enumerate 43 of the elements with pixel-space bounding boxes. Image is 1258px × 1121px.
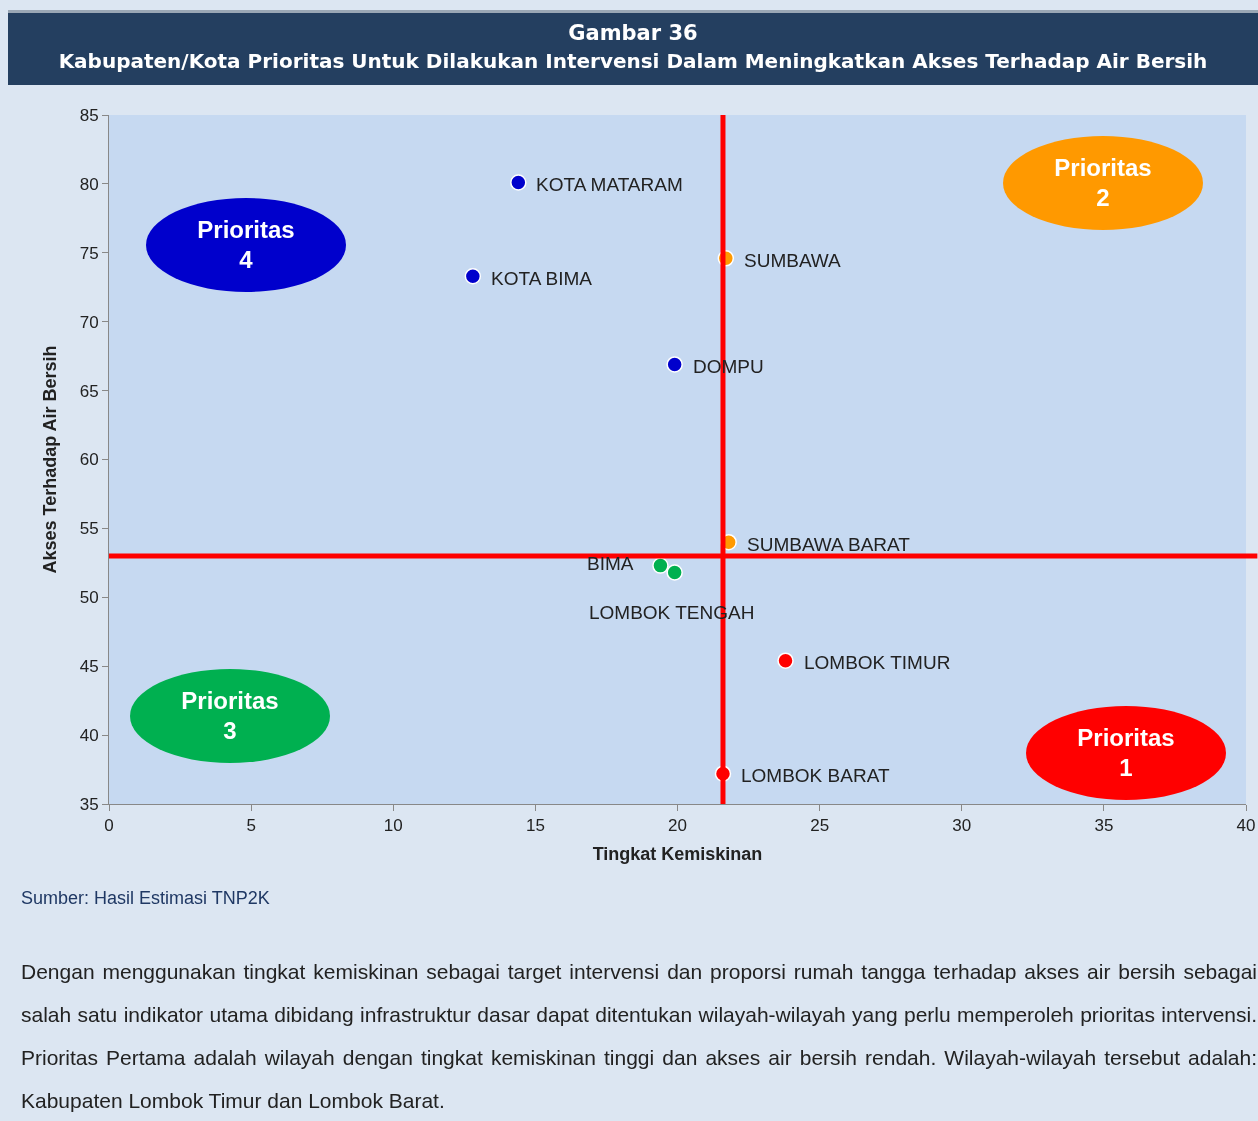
annotation: BIMA — [587, 553, 634, 574]
y-tick-label: 40 — [79, 726, 99, 746]
point — [777, 652, 794, 669]
annotation: LOMBOK TIMUR — [804, 652, 951, 673]
annotation: SUMBAWA BARAT — [747, 534, 911, 555]
x-tick-label: 40 — [1236, 816, 1256, 836]
annotation: Prioritas 2 — [1054, 153, 1152, 213]
annotation: SUMBAWA — [744, 250, 842, 271]
x-tick-label: 30 — [952, 816, 972, 836]
y-tick-label: 50 — [79, 588, 99, 608]
point — [652, 557, 669, 574]
y-tick-label: 85 — [79, 105, 99, 125]
annotation: LOMBOK BARAT — [741, 765, 890, 786]
y-tick-label: 60 — [79, 450, 99, 470]
annotation: KOTA BIMA — [491, 268, 593, 289]
point — [666, 356, 683, 373]
y-tick-label: 55 — [79, 519, 99, 539]
x-axis-title: Tingkat Kemiskinan — [592, 843, 763, 864]
y-tick-label: 65 — [79, 381, 99, 401]
point — [464, 267, 482, 285]
x-tick-label: 10 — [383, 816, 403, 836]
x-tick-label: 0 — [104, 816, 114, 836]
point — [666, 564, 683, 581]
y-tick-label: 70 — [79, 312, 99, 332]
annotation: Prioritas 1 — [1077, 723, 1175, 783]
x-tick-label: 15 — [525, 816, 545, 836]
annotation: Prioritas 4 — [197, 215, 295, 275]
chart-subtitle: Kabupaten/Kota Prioritas Untuk Dilakukan Intervensi Dalam Meningkatkan Akses Terhadap Air Bersih — [57, 48, 1209, 75]
x-tick-label: 35 — [1094, 816, 1114, 836]
x-tick-label: 5 — [246, 816, 256, 836]
chart-title: Gambar 36 — [567, 20, 699, 47]
y-tick-label: 75 — [79, 243, 99, 263]
annotation: KOTA MATARAM — [536, 174, 683, 195]
x-tick-label: 20 — [668, 816, 687, 836]
y-tick-label: 80 — [79, 174, 99, 194]
annotation: Prioritas 3 — [181, 686, 279, 746]
text: Dengan menggunakan tingkat kemiskinan sebagai target intervensi dan proporsi rumah tangga terhadap akses air bersih sebagai salah satu indikator utama dibidang infrastruktur dasar dapat ditentukan wilayah-wilayah yang perlu memperoleh prioritas intervensi. Prioritas Pertama adalah wilayah dengan tingkat kemiskinan tinggi dan akses air bersih rendah. Wilayah-wilayah tersebut adalah: Kabupaten Lombok Timur dan Lombok Barat. — [21, 959, 1257, 1114]
y-axis-title: Akses Terhadap Air Bersih — [39, 345, 60, 574]
y-tick-label: 45 — [79, 657, 99, 677]
x-tick-label: 25 — [810, 816, 830, 836]
point — [510, 174, 527, 191]
y-tick-label: 35 — [79, 794, 99, 814]
text: Sumber: Hasil Estimasi TNP2K — [21, 888, 270, 909]
